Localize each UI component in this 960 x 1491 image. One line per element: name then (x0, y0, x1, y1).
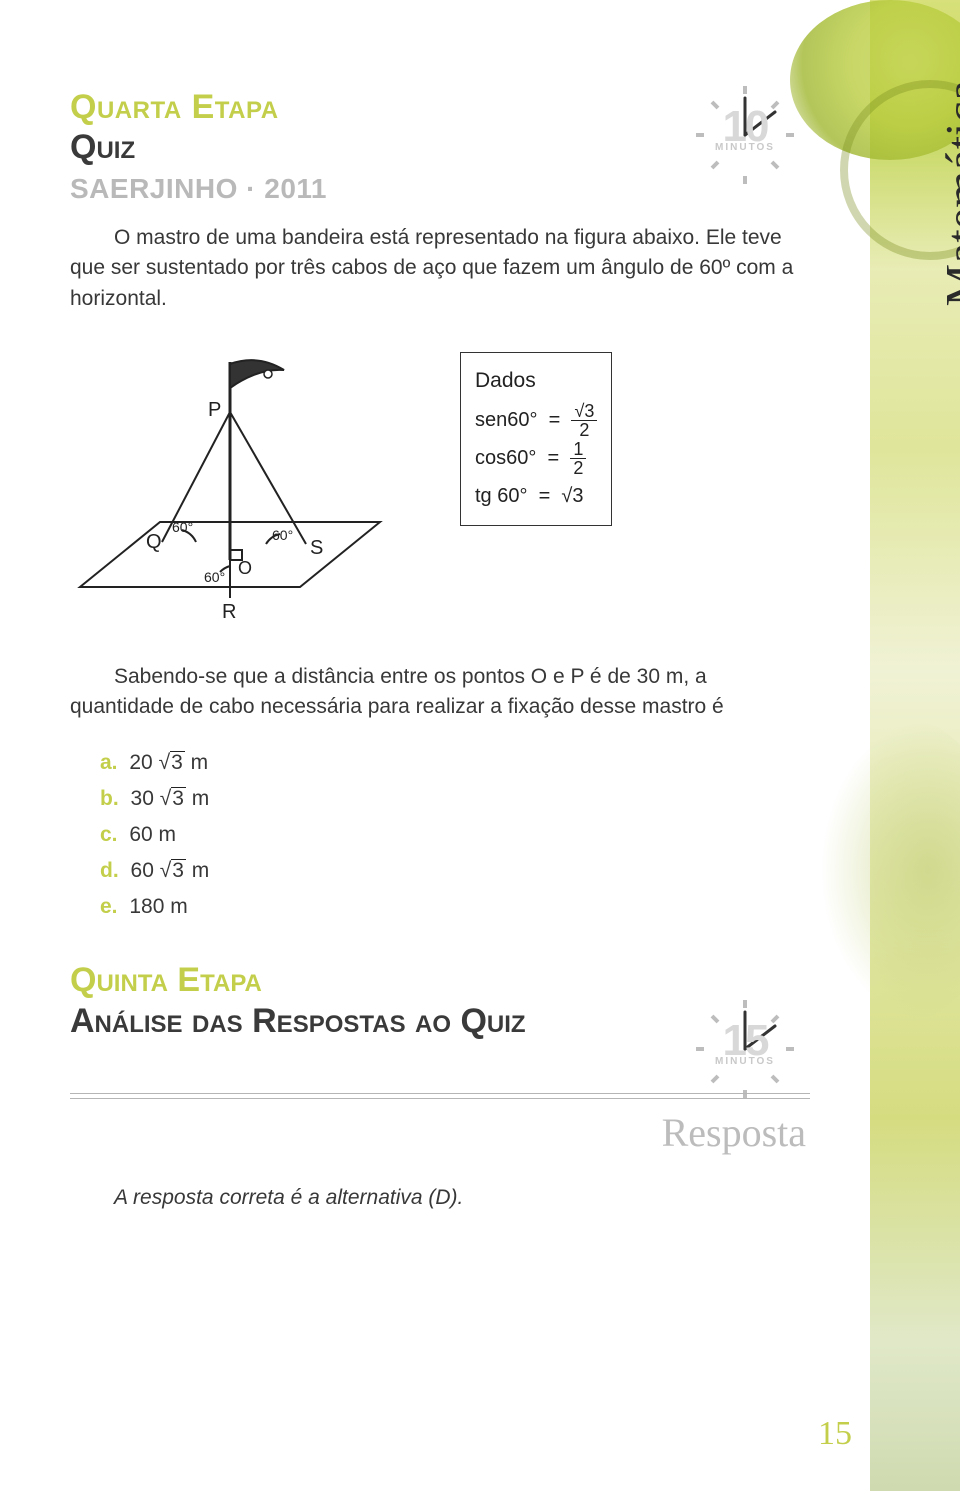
fraction: 12 (570, 440, 586, 477)
diagram-label-o: O (238, 558, 252, 578)
option-label: e. (100, 895, 118, 918)
option-label: c. (100, 823, 118, 846)
problem-text: O mastro de uma bandeira está representa… (70, 226, 793, 310)
option-a: a. 20 3 m (100, 751, 810, 775)
option-text: 180 m (129, 895, 187, 918)
option-d: d. 60 3 m (100, 859, 810, 883)
equals-sign: = (539, 485, 551, 507)
option-e: e. 180 m (100, 895, 810, 919)
stage5-subtitle: Análise das Respostas ao Quiz (70, 1002, 810, 1041)
dados-fn: cos60° (475, 447, 536, 469)
option-text: m (185, 751, 208, 774)
dados-box: Dados sen60° = √32 cos60° = 12 tg 60° = … (460, 352, 612, 526)
sqrt-icon: 3 (159, 751, 185, 775)
diagram-label-q: Q (146, 531, 162, 553)
answer-text: A resposta correta é a alternativa (D). (114, 1186, 810, 1210)
equals-sign: = (549, 409, 561, 431)
numerator: 1 (570, 440, 586, 459)
page: Matemática 10 MINUTOS Quarta Etapa Quiz (0, 0, 960, 1491)
content-area: Quarta Etapa Quiz SAERJINHO · 2011 O mas… (70, 90, 810, 1210)
figures-row: P Q R S O 60° 60° 60° Dados sen60° = √32 (70, 352, 810, 622)
dados-row-sen: sen60° = √32 (475, 401, 597, 439)
stage4-subtitle: Quiz (70, 128, 810, 167)
option-label: a. (100, 751, 118, 774)
denominator: 2 (571, 421, 597, 439)
diagram-label-p: P (208, 399, 221, 421)
dados-fn: tg 60° (475, 485, 527, 507)
option-c: c. 60 m (100, 823, 810, 847)
radicand: 3 (171, 787, 186, 809)
stage4-title: Quarta Etapa (70, 90, 810, 126)
flag-emblem-icon (264, 370, 272, 378)
equals-sign: = (548, 447, 560, 469)
page-number: 15 (818, 1415, 852, 1453)
option-label: b. (100, 787, 119, 810)
radicand: 3 (171, 859, 186, 881)
option-text: m (186, 787, 209, 810)
resposta-heading: Resposta (70, 1109, 810, 1156)
numerator: √3 (571, 402, 597, 421)
option-text: 60 m (129, 823, 176, 846)
problem-paragraph-2: Sabendo-se que a distância entre os pont… (70, 662, 810, 723)
option-label: d. (100, 859, 119, 882)
sqrt-icon: 3 (160, 787, 186, 811)
option-b: b. 30 3 m (100, 787, 810, 811)
dados-row-cos: cos60° = 12 (475, 439, 597, 477)
divider (70, 1093, 810, 1099)
diagram-label-s: S (310, 537, 323, 559)
denominator: 2 (570, 459, 586, 477)
option-text: 30 (131, 787, 160, 810)
diagram-angle: 60° (204, 569, 225, 585)
options-list: a. 20 3 m b. 30 3 m c. 60 m d. 60 3 m e.… (70, 751, 810, 919)
mast-diagram: P Q R S O 60° 60° 60° (70, 352, 390, 622)
dados-title: Dados (475, 361, 597, 401)
stage5-title: Quinta Etapa (70, 961, 810, 1000)
diagram-angle: 60° (172, 519, 193, 535)
dados-fn: sen60° (475, 409, 538, 431)
radicand: 3 (170, 751, 185, 773)
problem-text: Sabendo-se que a distância entre os pont… (70, 665, 724, 718)
dados-val: √3 (561, 485, 583, 507)
diagram-label-r: R (222, 601, 236, 622)
stage5-block: Quinta Etapa Análise das Respostas ao Qu… (70, 961, 810, 1041)
side-blob (820, 720, 960, 1020)
option-text: 20 (129, 751, 158, 774)
problem-paragraph-1: O mastro de uma bandeira está representa… (70, 223, 810, 314)
dados-row-tg: tg 60° = √3 (475, 477, 597, 515)
fraction: √32 (571, 402, 597, 439)
option-text: 60 (131, 859, 160, 882)
stage4-series: SAERJINHO · 2011 (70, 173, 810, 205)
option-text: m (186, 859, 209, 882)
subject-label: Matemática (936, 80, 960, 307)
sqrt-icon: 3 (160, 859, 186, 883)
diagram-angle: 60° (272, 527, 293, 543)
